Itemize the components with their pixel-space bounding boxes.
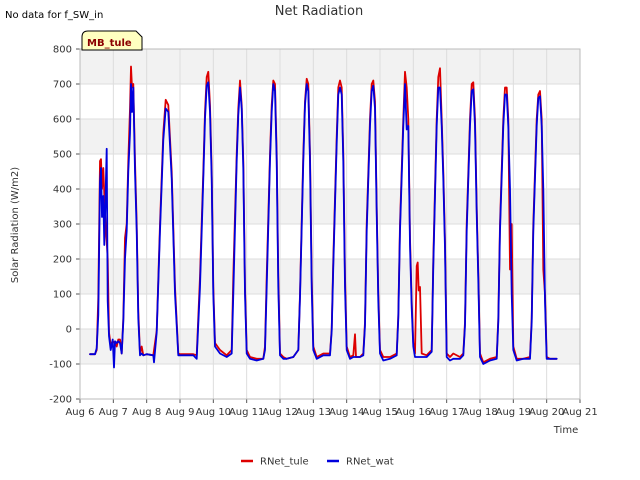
y-tick-label: 0 — [66, 325, 72, 336]
y-tick-label: -100 — [49, 360, 72, 371]
x-tick-label: Aug 8 — [132, 407, 161, 418]
y-tick-label: 700 — [53, 80, 72, 91]
legend-label: RNet_wat — [346, 457, 394, 468]
y-tick-label: 300 — [53, 220, 72, 231]
y-axis-ticks: -200 -100 0 100 200 300 400 500 600 700 800 — [49, 45, 80, 406]
x-tick-label: Aug 18 — [462, 407, 497, 418]
legend-label: RNet_tule — [260, 457, 309, 468]
x-tick-label: Aug 11 — [229, 407, 264, 418]
chart-title: Net Radiation — [275, 4, 363, 19]
plot-band — [80, 154, 580, 189]
series-layer — [89, 65, 558, 369]
x-tick-label: Aug 9 — [165, 407, 194, 418]
x-tick-label: Aug 17 — [429, 407, 464, 418]
series-badge: MB_tule — [81, 30, 143, 51]
x-tick-label: Aug 14 — [329, 407, 364, 418]
y-tick-label: 500 — [53, 150, 72, 161]
plot-band — [80, 294, 580, 329]
x-tick-label: Aug 13 — [296, 407, 331, 418]
plot-frame — [79, 48, 581, 400]
x-tick-label: Aug 7 — [99, 407, 128, 418]
badge-shape — [81, 30, 143, 51]
plot-band — [80, 84, 580, 119]
y-tick-label: 400 — [53, 185, 72, 196]
x-tick-label: Aug 19 — [496, 407, 531, 418]
x-tick-label: Aug 16 — [396, 407, 431, 418]
y-tick-label: 600 — [53, 115, 72, 126]
y-tick-label: 200 — [53, 255, 72, 266]
series-line-rnet-tule — [89, 65, 558, 364]
badge-label: MB_tule — [87, 38, 132, 49]
x-tick-label: Aug 20 — [529, 407, 564, 418]
y-tick-label: 800 — [53, 45, 72, 56]
plot-band — [80, 364, 580, 399]
x-axis-label: Time — [553, 425, 578, 436]
x-tick-label: Aug 21 — [562, 407, 597, 418]
no-data-note: No data for f_SW_in — [5, 10, 103, 21]
plot-band — [80, 189, 580, 224]
plot-band — [80, 224, 580, 259]
plot-band — [80, 119, 580, 154]
x-tick-label: Aug 10 — [196, 407, 231, 418]
y-axis-label: Solar Radiation (W/m2) — [10, 167, 21, 283]
x-tick-label: Aug 12 — [262, 407, 297, 418]
x-tick-label: Aug 6 — [65, 407, 94, 418]
y-tick-label: -200 — [49, 395, 72, 406]
plot-background — [80, 49, 580, 399]
legend: RNet_tule RNet_wat — [241, 457, 394, 468]
plot-band — [80, 259, 580, 294]
y-tick-label: 100 — [53, 290, 72, 301]
plot-band — [80, 49, 580, 84]
series-line-rnet-wat — [89, 81, 558, 369]
x-tick-label: Aug 15 — [362, 407, 397, 418]
